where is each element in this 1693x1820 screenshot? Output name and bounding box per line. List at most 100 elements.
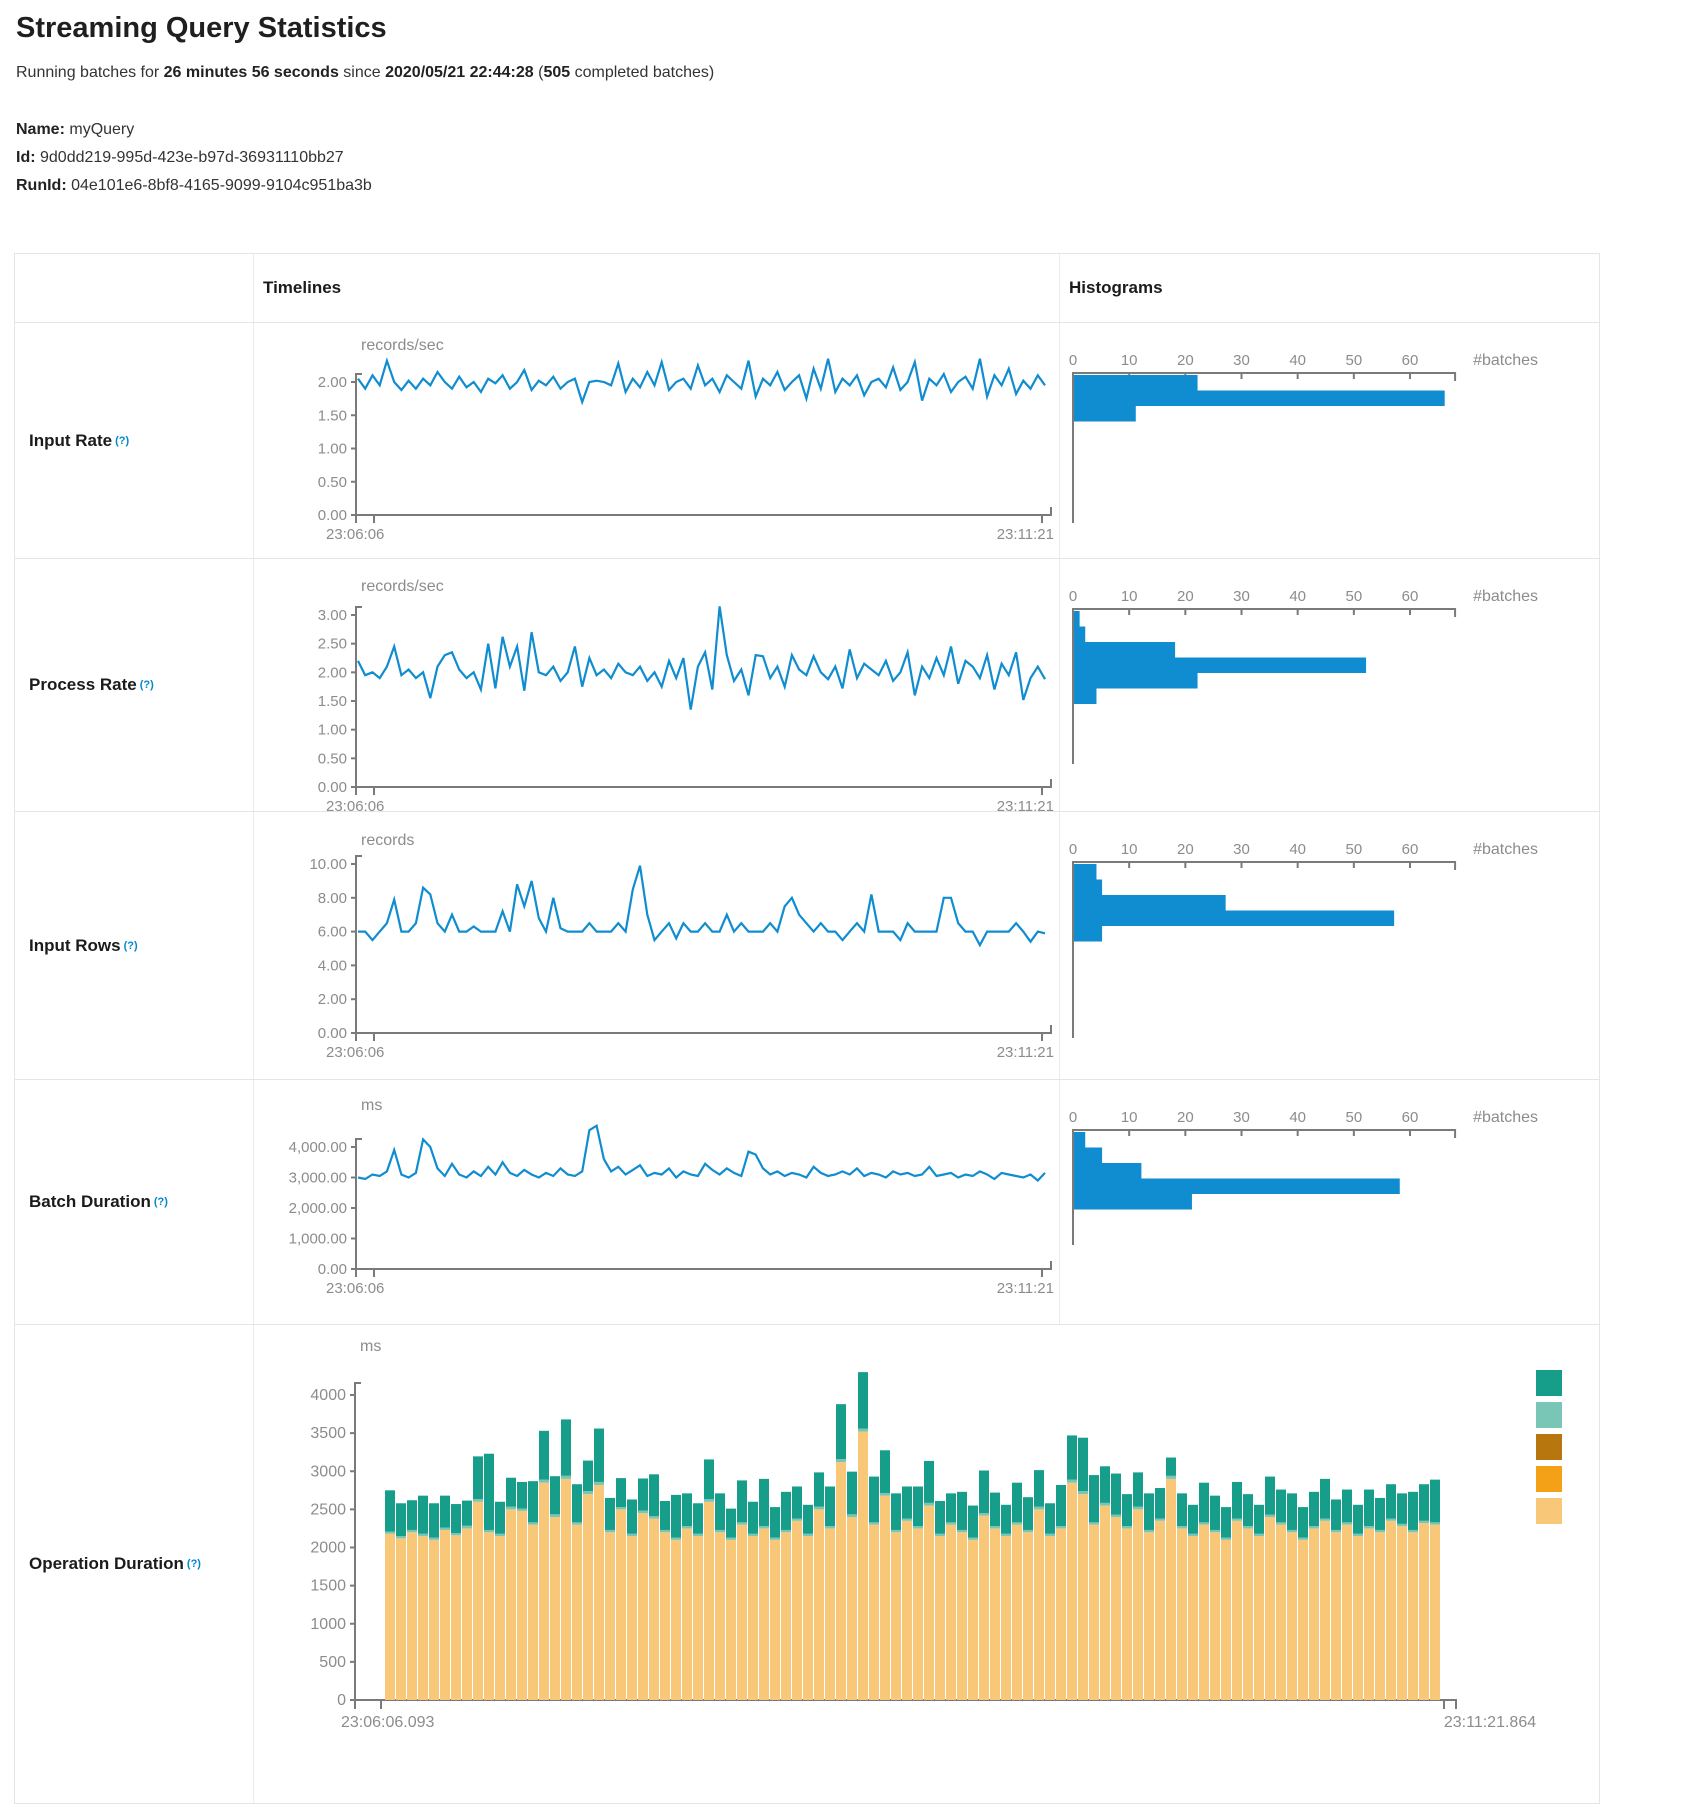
svg-text:500: 500 (319, 1654, 346, 1671)
svg-text:30: 30 (1233, 352, 1250, 369)
statistics-table: Timelines Histograms Input Rate (?) reco… (14, 253, 1600, 1804)
svg-text:23:11:21: 23:11:21 (997, 1044, 1054, 1061)
page-title: Streaming Query Statistics (16, 12, 387, 44)
svg-text:1500: 1500 (310, 1578, 346, 1595)
svg-text:10: 10 (1121, 352, 1138, 369)
svg-text:30: 30 (1233, 841, 1250, 858)
svg-text:3000: 3000 (310, 1463, 346, 1480)
svg-text:0: 0 (1069, 588, 1077, 605)
summary-text: Running batches for (16, 64, 164, 81)
process-rate-timeline-chart: records/sec 3.00 2.50 2.00 1.50 1.00 0.50 0.00 2… (254, 559, 1059, 811)
svg-text:0: 0 (1069, 352, 1077, 369)
svg-text:4,000.00: 4,000.00 (289, 1139, 347, 1156)
query-runid: 04e101e6-8bf8-4165-9099-9104c951ba3b (71, 177, 372, 194)
batch-duration-timeline-chart: ms 4,000.00 3,000.00 2,000.00 1,000.00 0.00 23… (254, 1080, 1059, 1324)
svg-text:23:11:21: 23:11:21 (997, 1280, 1054, 1297)
header-timelines-cell: Timelines (253, 254, 1059, 322)
svg-text:20: 20 (1177, 841, 1194, 858)
input-rate-help-icon[interactable]: (?) (115, 434, 130, 447)
legend-swatch-teal (1536, 1370, 1562, 1396)
svg-text:50: 50 (1345, 841, 1362, 858)
process-rate-help-icon[interactable]: (?) (139, 679, 154, 691)
svg-text:0: 0 (1069, 841, 1077, 858)
svg-text:23:06:06: 23:06:06 (326, 1280, 384, 1297)
svg-text:ms: ms (360, 1338, 381, 1355)
svg-text:23:06:06: 23:06:06 (326, 526, 384, 543)
svg-text:50: 50 (1345, 588, 1362, 605)
svg-text:3,000.00: 3,000.00 (289, 1170, 347, 1187)
input-rate-timeline-chart: records/sec 2.00 1.50 1.00 0.50 0.00 23:06:06 2… (254, 323, 1059, 558)
process-rate-histogram-chart: 0 10 20 30 40 50 60 #batches (1060, 559, 1599, 811)
svg-text:1.00: 1.00 (318, 722, 347, 739)
svg-text:60: 60 (1402, 1109, 1419, 1126)
svg-text:2.50: 2.50 (318, 636, 347, 653)
svg-text:10: 10 (1121, 841, 1138, 858)
svg-text:1.50: 1.50 (318, 407, 347, 424)
svg-text:0.50: 0.50 (318, 750, 347, 767)
row-label-input-rows: Input Rows (29, 935, 121, 955)
svg-text:2500: 2500 (310, 1501, 346, 1518)
table-row-input-rate: Input Rate (?) records/sec 2.00 1.50 1.00 0.… (15, 322, 1599, 558)
svg-text:2,000.00: 2,000.00 (289, 1200, 347, 1217)
table-row-batch-duration: Batch Duration (?) ms 4,000.00 3,000.00 2,0… (15, 1079, 1599, 1324)
svg-text:#batches: #batches (1473, 352, 1538, 369)
svg-text:20: 20 (1177, 588, 1194, 605)
svg-text:1.00: 1.00 (318, 441, 347, 458)
svg-text:4000: 4000 (310, 1387, 346, 1404)
svg-text:0.00: 0.00 (318, 1261, 347, 1278)
svg-text:records: records (361, 832, 414, 849)
svg-text:#batches: #batches (1473, 841, 1538, 858)
svg-text:40: 40 (1289, 841, 1306, 858)
query-id: 9d0dd219-995d-423e-b97d-36931110bb27 (40, 149, 344, 166)
batch-duration-help-icon[interactable]: (?) (153, 1196, 168, 1208)
svg-text:20: 20 (1177, 1109, 1194, 1126)
svg-text:23:06:06: 23:06:06 (326, 798, 384, 811)
svg-text:0.00: 0.00 (318, 507, 347, 524)
query-id-line: Id: 9d0dd219-995d-423e-b97d-36931110bb27 (16, 149, 344, 166)
query-name: myQuery (69, 121, 135, 138)
running-batches-summary: Running batches for 26 minutes 56 second… (16, 64, 715, 81)
svg-text:2000: 2000 (310, 1540, 346, 1557)
input-rows-timeline-chart: records 10.00 8.00 6.00 4.00 2.00 0.00 23:06:06… (254, 812, 1059, 1079)
header-histograms-cell: Histograms (1059, 254, 1599, 322)
svg-text:23:06:06: 23:06:06 (326, 1044, 384, 1061)
svg-text:1,000.00: 1,000.00 (289, 1231, 347, 1248)
svg-text:40: 40 (1289, 588, 1306, 605)
legend-swatch-orange (1536, 1466, 1562, 1492)
row-label-batch-duration: Batch Duration (29, 1192, 151, 1211)
start-timestamp: 2020/05/21 22:44:28 (385, 64, 534, 81)
svg-text:0.00: 0.00 (318, 1025, 347, 1042)
svg-text:60: 60 (1402, 352, 1419, 369)
svg-text:ms: ms (361, 1097, 382, 1114)
operation-duration-stacked-chart: ms 4000 3500 3000 2500 2000 1500 1000 500 0 23:06:… (254, 1325, 1599, 1803)
table-row-input-rows: Input Rows (?) records 10.00 8.00 6.00 4.00 2… (15, 811, 1599, 1079)
histograms-column-header: Histograms (1069, 278, 1163, 297)
input-rows-histogram-chart: 0 10 20 30 40 50 60 #batches (1060, 812, 1599, 1079)
input-rate-histogram-chart: 0 10 20 30 40 50 60 #batches (1060, 323, 1599, 558)
svg-text:60: 60 (1402, 841, 1419, 858)
row-label-process-rate: Process Rate (29, 675, 137, 694)
svg-text:23:11:21: 23:11:21 (997, 798, 1054, 811)
table-row-operation-duration: Operation Duration (?) ms 4000 3500 3000 250… (15, 1324, 1599, 1803)
svg-text:records/sec: records/sec (361, 337, 444, 354)
query-runid-line: RunId: 04e101e6-8bf8-4165-9099-9104c951b… (16, 177, 372, 194)
row-label-operation-duration: Operation Duration (29, 1554, 184, 1573)
svg-text:0: 0 (1069, 1109, 1077, 1126)
svg-text:50: 50 (1345, 352, 1362, 369)
svg-text:23:11:21.864: 23:11:21.864 (1444, 1714, 1536, 1731)
svg-text:20: 20 (1177, 352, 1194, 369)
svg-text:60: 60 (1402, 588, 1419, 605)
operation-duration-help-icon[interactable]: (?) (186, 1558, 201, 1570)
svg-text:10.00: 10.00 (309, 856, 347, 873)
svg-text:records/sec: records/sec (361, 578, 444, 595)
input-rows-help-icon[interactable]: (?) (123, 939, 138, 952)
query-metadata: Name: myQuery Id: 9d0dd219-995d-423e-b97… (16, 116, 372, 200)
svg-text:10: 10 (1121, 1109, 1138, 1126)
svg-text:40: 40 (1289, 352, 1306, 369)
table-row-process-rate: Process Rate (?) records/sec 3.00 2.50 2.00… (15, 558, 1599, 811)
query-name-line: Name: myQuery (16, 121, 135, 138)
running-duration: 26 minutes 56 seconds (163, 64, 339, 81)
svg-text:4.00: 4.00 (318, 957, 347, 974)
svg-text:2.00: 2.00 (318, 664, 347, 681)
